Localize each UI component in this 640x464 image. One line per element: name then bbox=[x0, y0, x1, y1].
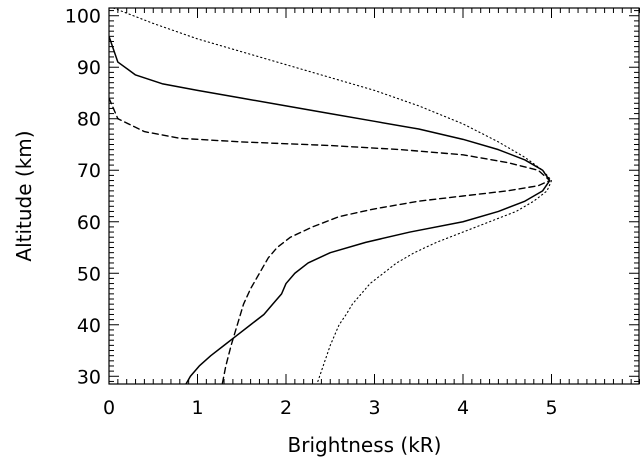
series-line-solid bbox=[109, 35, 551, 384]
y-tick-label: 40 bbox=[77, 315, 101, 337]
y-tick-label: 90 bbox=[77, 57, 101, 79]
x-tick-label: 0 bbox=[103, 397, 115, 419]
x-tick-label: 3 bbox=[368, 397, 380, 419]
series-line-dotted bbox=[112, 8, 553, 384]
y-tick-label: 50 bbox=[77, 263, 101, 285]
y-tick-label: 100 bbox=[65, 6, 101, 28]
series-layer bbox=[109, 8, 553, 384]
y-tick-label: 70 bbox=[77, 160, 101, 182]
series-line-dashed bbox=[109, 97, 551, 384]
x-tick-label: 1 bbox=[191, 397, 203, 419]
x-tick-label: 5 bbox=[545, 397, 557, 419]
labels: 0 1 2 3 4 5 30 40 50 60 70 80 90 100 Brightness (kR) Al… bbox=[12, 6, 558, 457]
y-tick-label: 80 bbox=[77, 109, 101, 131]
plot-frame bbox=[108, 7, 640, 385]
y-axis-title: Altitude (km) bbox=[12, 130, 36, 261]
y-tick-label: 60 bbox=[77, 212, 101, 234]
axes bbox=[108, 7, 640, 385]
x-tick-label: 4 bbox=[457, 397, 469, 419]
y-tick-label: 30 bbox=[77, 366, 101, 388]
x-tick-label: 2 bbox=[280, 397, 292, 419]
x-axis-title: Brightness (kR) bbox=[288, 433, 442, 457]
